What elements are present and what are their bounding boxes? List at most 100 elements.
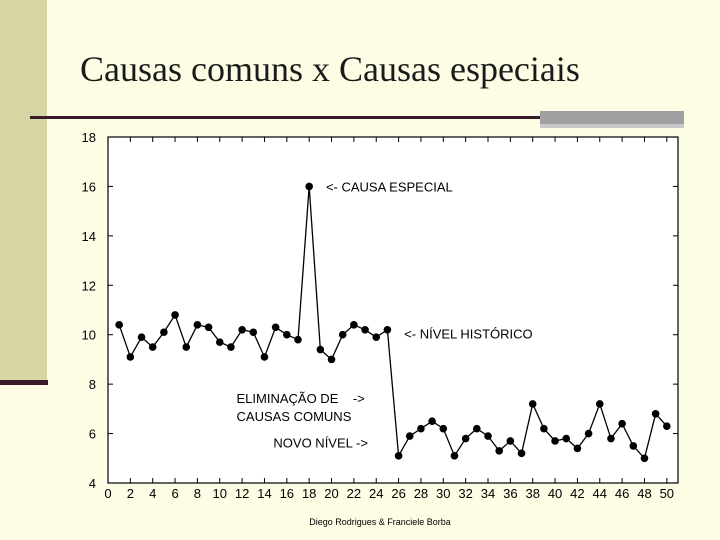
x-axis: 0 2 4 6 8 10 12 14 16 18 20 22 24 26 28 30 32 34 36 38 40 42 4… [104,137,674,501]
series-points [115,182,671,463]
data-point [439,424,448,433]
x-tick-label: 46 [615,486,629,501]
x-tick-label: 36 [503,486,517,501]
data-point [651,410,660,418]
x-tick-label: 34 [481,486,495,501]
data-point [607,434,615,443]
x-tick-label: 14 [257,486,271,501]
left-accent-bar [0,0,47,384]
annotation-label: <- CAUSA ESPECIAL [326,179,453,194]
x-tick-label: 38 [525,486,539,501]
x-tick-label: 6 [171,486,178,501]
y-tick-label: 14 [82,229,96,244]
data-point [305,182,313,191]
data-point [663,422,671,430]
y-tick-label: 16 [82,179,96,194]
data-point [361,325,369,334]
x-tick-label: 50 [660,486,674,501]
x-tick-label: 30 [436,486,450,501]
data-point [294,335,302,344]
data-point [450,452,459,460]
data-point [528,400,537,408]
x-tick-label: 4 [149,486,156,501]
y-axis: 4 6 8 10 12 14 16 18 [82,130,678,491]
data-point [148,343,157,351]
data-point [204,323,213,332]
data-point [327,355,336,364]
data-point [595,400,604,408]
data-point [394,452,403,460]
data-point [316,345,325,354]
data-point [249,328,258,337]
data-point [417,424,425,433]
data-point [629,442,638,450]
y-tick-label: 6 [89,427,96,442]
data-point [193,321,202,329]
data-point [350,321,358,329]
x-tick-label: 44 [593,486,607,501]
annotations: <- CAUSA ESPECIAL <- NÍVEL HISTÓRICO ELIMI… [237,179,533,450]
data-point [573,444,582,453]
x-tick-label: 22 [347,486,361,501]
x-tick-label: 40 [548,486,562,501]
data-point [584,429,593,438]
data-point [618,419,626,428]
data-point [461,434,470,443]
data-point [405,432,414,440]
data-point [540,424,548,433]
data-point [126,353,135,361]
data-point [506,437,515,445]
data-point [227,343,235,351]
data-point [260,353,269,361]
x-tick-label: 12 [235,486,249,501]
data-point [115,321,123,329]
data-point [484,432,492,440]
annotation-label: <- NÍVEL HISTÓRICO [404,327,532,342]
x-tick-label: 42 [570,486,584,501]
title-rule-accent [540,111,684,124]
y-tick-label: 4 [89,476,96,491]
data-point [428,417,436,426]
data-point [238,325,246,334]
x-tick-label: 2 [127,486,134,501]
x-tick-label: 8 [194,486,201,501]
data-point [160,328,168,337]
x-tick-label: 0 [104,486,111,501]
y-tick-label: 10 [82,328,96,343]
data-point [495,447,503,455]
x-tick-label: 32 [458,486,472,501]
x-tick-label: 10 [213,486,227,501]
annotation-label: CAUSAS COMUNS [237,409,352,424]
data-point [562,434,571,443]
x-tick-label: 18 [302,486,316,501]
plot-area [107,136,679,484]
title-rule-accent-shadow [540,124,684,128]
data-point [271,323,280,332]
slide-title: Causas comuns x Causas especiais [80,49,580,89]
annotation-label: ELIMINAÇÃO DE -> [237,391,365,406]
y-tick-label: 8 [89,377,96,392]
data-point [137,333,146,341]
data-point [372,333,381,341]
data-point [283,330,291,339]
data-point [383,325,392,334]
x-tick-label: 24 [369,486,383,501]
title-rule [30,116,542,119]
data-point [473,424,481,433]
x-tick-label: 20 [324,486,338,501]
data-point [338,330,347,339]
x-tick-label: 28 [414,486,428,501]
data-point [182,343,191,351]
slide-footer: Diego Rodrigues & Franciele Borba [309,517,451,527]
x-tick-label: 16 [280,486,294,501]
left-accent-bar-edge [0,380,48,385]
annotation-label: NOVO NÍVEL -> [273,435,368,450]
data-point [215,338,224,346]
y-tick-label: 12 [82,278,96,293]
y-tick-label: 18 [82,130,96,145]
x-tick-label: 26 [391,486,405,501]
x-tick-label: 48 [637,486,651,501]
data-point [640,454,649,463]
data-point [517,449,526,458]
